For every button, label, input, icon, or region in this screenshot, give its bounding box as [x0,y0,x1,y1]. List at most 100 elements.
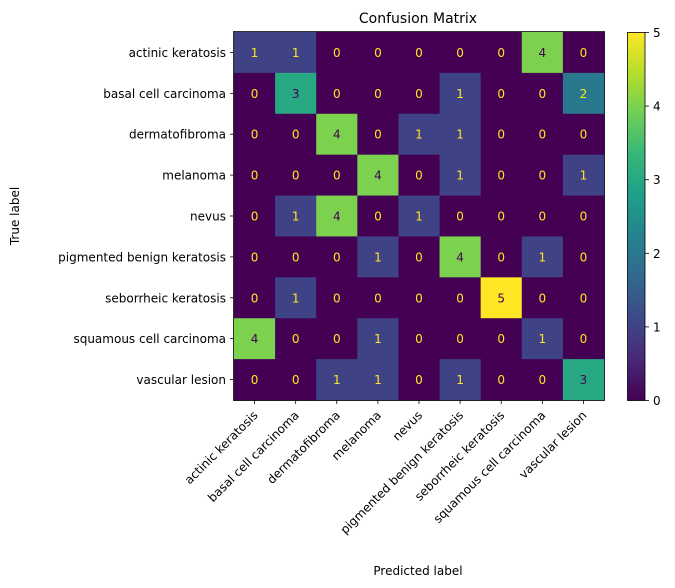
heatmap-cell [439,236,482,278]
heatmap-cell [357,236,399,278]
heatmap-cell [562,359,605,401]
heatmap-cell [398,195,441,237]
cell-value-label: 0 [539,373,547,387]
cell-value-label: 0 [497,250,505,264]
heatmap-cell [480,195,523,237]
cell-value-label: 1 [292,210,300,224]
cell-value-label: 0 [374,128,382,142]
heatmap-cell [398,318,441,360]
heatmap-cell [234,154,276,197]
colorbar [627,32,646,401]
cell-value-label: 0 [539,291,547,305]
cell-value-label: 0 [580,46,588,60]
cell-value-label: 4 [374,169,382,183]
heatmap-cell [316,195,358,237]
heatmap-cell [562,32,605,74]
cell-value-label: 0 [456,210,464,224]
heatmap-cell [234,195,276,237]
cell-value-label: 0 [415,46,423,60]
cell-value-label: 1 [415,210,423,224]
cell-value-label: 1 [374,250,382,264]
heatmap-cell [275,113,317,156]
cell-value-label: 0 [251,250,259,264]
heatmap-cell [480,32,523,74]
cell-value-label: 0 [251,373,259,387]
cell-value-label: 0 [415,291,423,305]
cell-value-label: 0 [497,210,505,224]
y-axis-label: True label [8,187,22,246]
heatmap-cell [439,32,482,74]
heatmap-cell [521,32,564,74]
cell-value-label: 0 [292,128,300,142]
cell-value-label: 4 [333,128,341,142]
heatmap-cell [234,277,276,319]
cell-value-label: 0 [374,210,382,224]
cell-value-label: 5 [497,291,505,305]
cell-value-label: 3 [292,87,300,101]
heatmap-cell [480,277,523,319]
cell-value-label: 1 [539,250,547,264]
cell-value-label: 0 [539,87,547,101]
cell-value-label: 1 [580,169,588,183]
heatmap-cell [562,113,605,156]
cell-value-label: 0 [333,332,341,346]
y-tick-label: nevus [190,210,226,224]
cell-value-label: 0 [415,332,423,346]
heatmap-cell [316,318,358,360]
heatmap-cell [480,72,523,115]
cell-value-label: 0 [497,373,505,387]
heatmap-cell [316,359,358,401]
y-tick-label: basal cell carcinoma [103,87,226,101]
x-tick-label: nevus [390,408,425,443]
colorbar-tick-label: 0 [653,394,661,408]
colorbar-ticks: 0 1 2 3 4 5 [645,26,661,408]
plot-frame [233,31,605,401]
cell-value-label: 0 [292,332,300,346]
cell-value-label: 0 [415,87,423,101]
heatmap-cell [521,154,564,197]
heatmap-cell [275,32,317,74]
cell-value-label: 0 [456,46,464,60]
cell-value-label: 0 [539,128,547,142]
heatmap-cell [439,359,482,401]
heatmap-cell [398,236,441,278]
heatmap-cell [357,318,399,360]
heatmap-cell [398,32,441,74]
heatmap-cell [234,236,276,278]
heatmap-cell [521,72,564,115]
cell-value-label: 0 [292,250,300,264]
cell-value-label: 1 [292,291,300,305]
heatmap-cell [439,318,482,360]
cell-value-label: 0 [251,169,259,183]
heatmap-cell [480,154,523,197]
cell-value-label: 0 [374,87,382,101]
y-tick-label: pigmented benign keratosis [58,250,226,264]
heatmap-cell [316,72,358,115]
heatmap-cell [562,154,605,197]
heatmap-cell [398,359,441,401]
y-tick-label: dermatofibroma [129,128,226,142]
y-tick-label: melanoma [162,169,226,183]
x-tick-label: actinic keratosis [182,408,261,487]
cell-value-label: 0 [497,87,505,101]
heatmap-cell [562,72,605,115]
y-tick-label: seborrheic keratosis [105,291,226,305]
cell-value-label: 0 [251,87,259,101]
heatmap-cell-labels: 1 1 0 0 0 0 0 4 0 0 3 0 0 0 1 0 0 2 0 0 4 0 1 1 0 0 0 0 0 0 4 0 1 0 0 1 0 1 4 0… [251,46,588,387]
cell-value-label: 1 [456,87,464,101]
cell-value-label: 1 [251,46,259,60]
cell-value-label: 1 [456,128,464,142]
x-axis-label: Predicted label [373,564,462,578]
cell-value-label: 0 [497,332,505,346]
cell-value-label: 0 [333,291,341,305]
cell-value-label: 0 [497,128,505,142]
heatmap-cell [521,359,564,401]
heatmap-cell [562,195,605,237]
heatmap-cell [316,32,358,74]
heatmap-cell [357,277,399,319]
heatmap-cell [439,195,482,237]
heatmap-cell [480,113,523,156]
heatmap-cell [521,236,564,278]
colorbar-tick-label: 5 [653,26,661,40]
